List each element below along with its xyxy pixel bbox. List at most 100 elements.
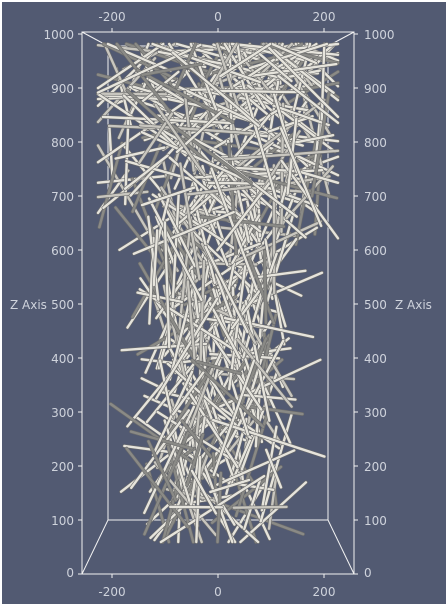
rod bbox=[130, 409, 191, 490]
rod bbox=[255, 50, 293, 83]
rod bbox=[139, 124, 253, 135]
rod bbox=[125, 447, 189, 529]
rod bbox=[172, 83, 265, 128]
rod bbox=[267, 115, 314, 133]
rod bbox=[184, 185, 252, 196]
rod bbox=[234, 220, 322, 262]
rod bbox=[263, 249, 268, 325]
z-tick-label: 900 bbox=[364, 82, 387, 96]
rod bbox=[181, 419, 212, 458]
rod bbox=[140, 130, 249, 183]
rod bbox=[152, 229, 159, 287]
rod bbox=[176, 216, 193, 345]
rod bbox=[236, 338, 293, 408]
rod bbox=[171, 371, 205, 416]
rod bbox=[190, 269, 200, 319]
fiber-rods bbox=[96, 42, 340, 544]
rod bbox=[208, 377, 238, 419]
rod bbox=[214, 89, 305, 94]
rod bbox=[247, 256, 276, 325]
rod bbox=[216, 175, 276, 252]
rod bbox=[243, 477, 262, 531]
rod bbox=[189, 416, 206, 507]
z-tick-label: 200 bbox=[51, 460, 74, 474]
axis-tick-marks bbox=[78, 28, 358, 578]
rod bbox=[204, 245, 249, 334]
x-axis-bottom: -200 0 200 bbox=[98, 585, 335, 599]
rod bbox=[249, 269, 307, 280]
rod bbox=[198, 259, 206, 380]
z-tick-label: 1000 bbox=[364, 28, 395, 42]
z-tick-label: 500 bbox=[51, 298, 74, 312]
z-tick-label: 400 bbox=[51, 352, 74, 366]
z-tick-label: 200 bbox=[364, 460, 387, 474]
rod bbox=[182, 382, 239, 469]
rod bbox=[136, 295, 237, 356]
rod bbox=[264, 448, 283, 489]
z-tick-label: 300 bbox=[364, 406, 387, 420]
rod bbox=[185, 433, 205, 487]
z-tick-label: 600 bbox=[51, 244, 74, 258]
z-axis-title-right: Z Axis bbox=[395, 298, 432, 312]
rod bbox=[237, 62, 338, 79]
rod bbox=[148, 78, 188, 104]
x-tick-label: 200 bbox=[313, 585, 336, 599]
rod bbox=[96, 43, 202, 94]
rod bbox=[227, 265, 247, 391]
z-tick-label: 0 bbox=[66, 566, 74, 580]
rod bbox=[196, 360, 242, 375]
rod bbox=[179, 162, 201, 281]
rod bbox=[154, 103, 206, 177]
rod bbox=[265, 44, 340, 119]
rod bbox=[245, 353, 264, 408]
rod bbox=[277, 74, 340, 125]
rod bbox=[216, 449, 296, 486]
rod bbox=[264, 211, 295, 307]
z-tick-label: 700 bbox=[51, 190, 74, 204]
rod bbox=[114, 146, 166, 160]
rod bbox=[123, 154, 169, 190]
rod bbox=[151, 42, 262, 84]
rod bbox=[163, 221, 171, 349]
x-tick-label: -200 bbox=[98, 585, 125, 599]
rod bbox=[267, 476, 278, 530]
rod bbox=[299, 170, 340, 185]
rod bbox=[154, 297, 219, 400]
rod bbox=[171, 124, 253, 185]
z-tick-label: 1000 bbox=[43, 28, 74, 42]
z-tick-label: 700 bbox=[364, 190, 387, 204]
x-tick-label: 200 bbox=[313, 10, 336, 24]
rod bbox=[211, 165, 295, 173]
rod bbox=[272, 104, 330, 127]
rod bbox=[232, 505, 288, 509]
rod bbox=[195, 455, 202, 544]
rod bbox=[141, 62, 203, 77]
rod bbox=[227, 168, 339, 200]
z-tick-label: 0 bbox=[364, 566, 372, 580]
rod bbox=[213, 149, 340, 162]
z-tick-label: 100 bbox=[51, 514, 74, 528]
rod bbox=[103, 42, 128, 94]
rod bbox=[132, 210, 235, 255]
rod bbox=[140, 186, 196, 207]
x-axis-top: -200 0 200 bbox=[98, 10, 335, 24]
z-axis-title-left: Z Axis bbox=[10, 298, 47, 312]
rod bbox=[147, 197, 203, 302]
z-axis-right: 1000 900 800 700 600 500 400 300 200 100… bbox=[364, 28, 432, 580]
rod bbox=[140, 70, 180, 104]
z-tick-label: 900 bbox=[51, 82, 74, 96]
rod bbox=[230, 42, 299, 127]
x-tick-label: 0 bbox=[214, 585, 222, 599]
z-tick-label: 800 bbox=[51, 136, 74, 150]
rod bbox=[259, 411, 294, 523]
z-tick-label: 500 bbox=[364, 298, 387, 312]
rod bbox=[219, 42, 272, 78]
rod bbox=[212, 359, 256, 477]
z-axis-left: 1000 900 800 700 600 500 400 300 200 100… bbox=[10, 28, 74, 580]
rod bbox=[208, 302, 241, 360]
rod bbox=[171, 51, 260, 127]
rod bbox=[187, 261, 258, 266]
rod bbox=[96, 42, 165, 90]
